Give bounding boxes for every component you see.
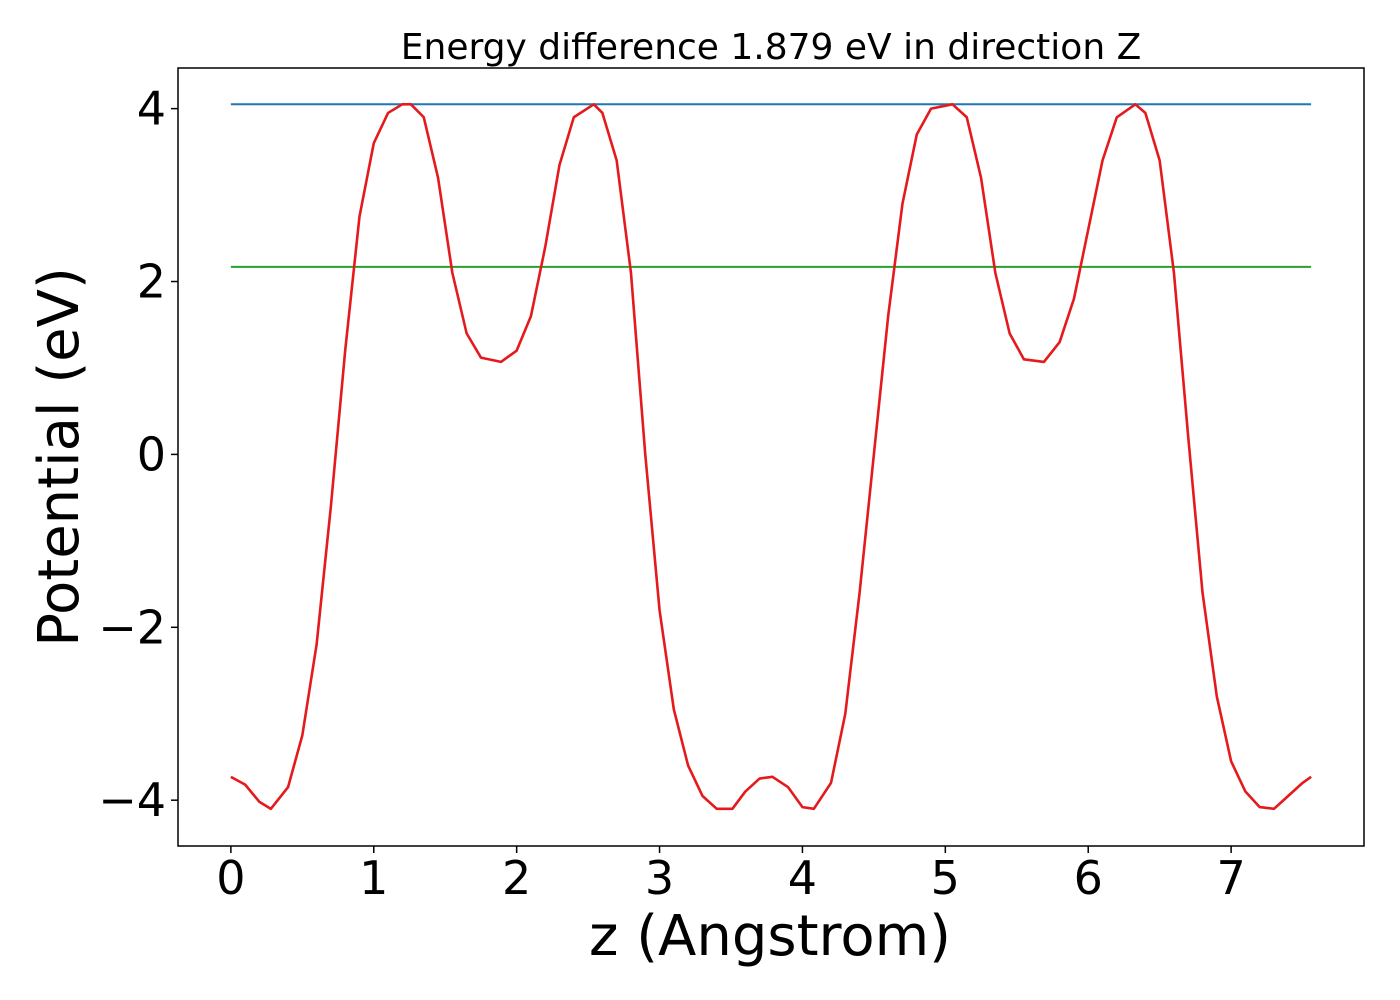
y-tick-label: −4	[98, 773, 166, 827]
y-tick-label: 2	[137, 255, 166, 309]
y-tick-label: −2	[98, 600, 166, 654]
x-tick-label: 4	[788, 851, 817, 905]
x-tick-label: 2	[502, 851, 531, 905]
series-line-2	[230, 103, 1312, 811]
x-tick-label: 7	[1216, 851, 1245, 905]
y-axis-ticks: −4 −2 0 2 4	[98, 82, 178, 827]
plot-frame	[177, 67, 1365, 847]
x-axis-label: z (Angstrom)	[589, 904, 951, 969]
chart-title: Energy difference 1.879 eV in direction …	[401, 27, 1142, 68]
y-tick-label: 0	[137, 427, 166, 481]
x-tick-label: 5	[931, 851, 960, 905]
x-tick-label: 0	[216, 851, 245, 905]
x-tick-label: 6	[1074, 851, 1103, 905]
x-tick-label: 3	[645, 851, 674, 905]
series-layer	[230, 103, 1312, 811]
x-tick-label: 1	[359, 851, 388, 905]
y-axis-label: Potential (eV)	[27, 267, 92, 647]
y-tick-label: 4	[137, 82, 166, 136]
x-axis-ticks: 0 1 2 3 4 5 6 7	[216, 846, 1246, 905]
